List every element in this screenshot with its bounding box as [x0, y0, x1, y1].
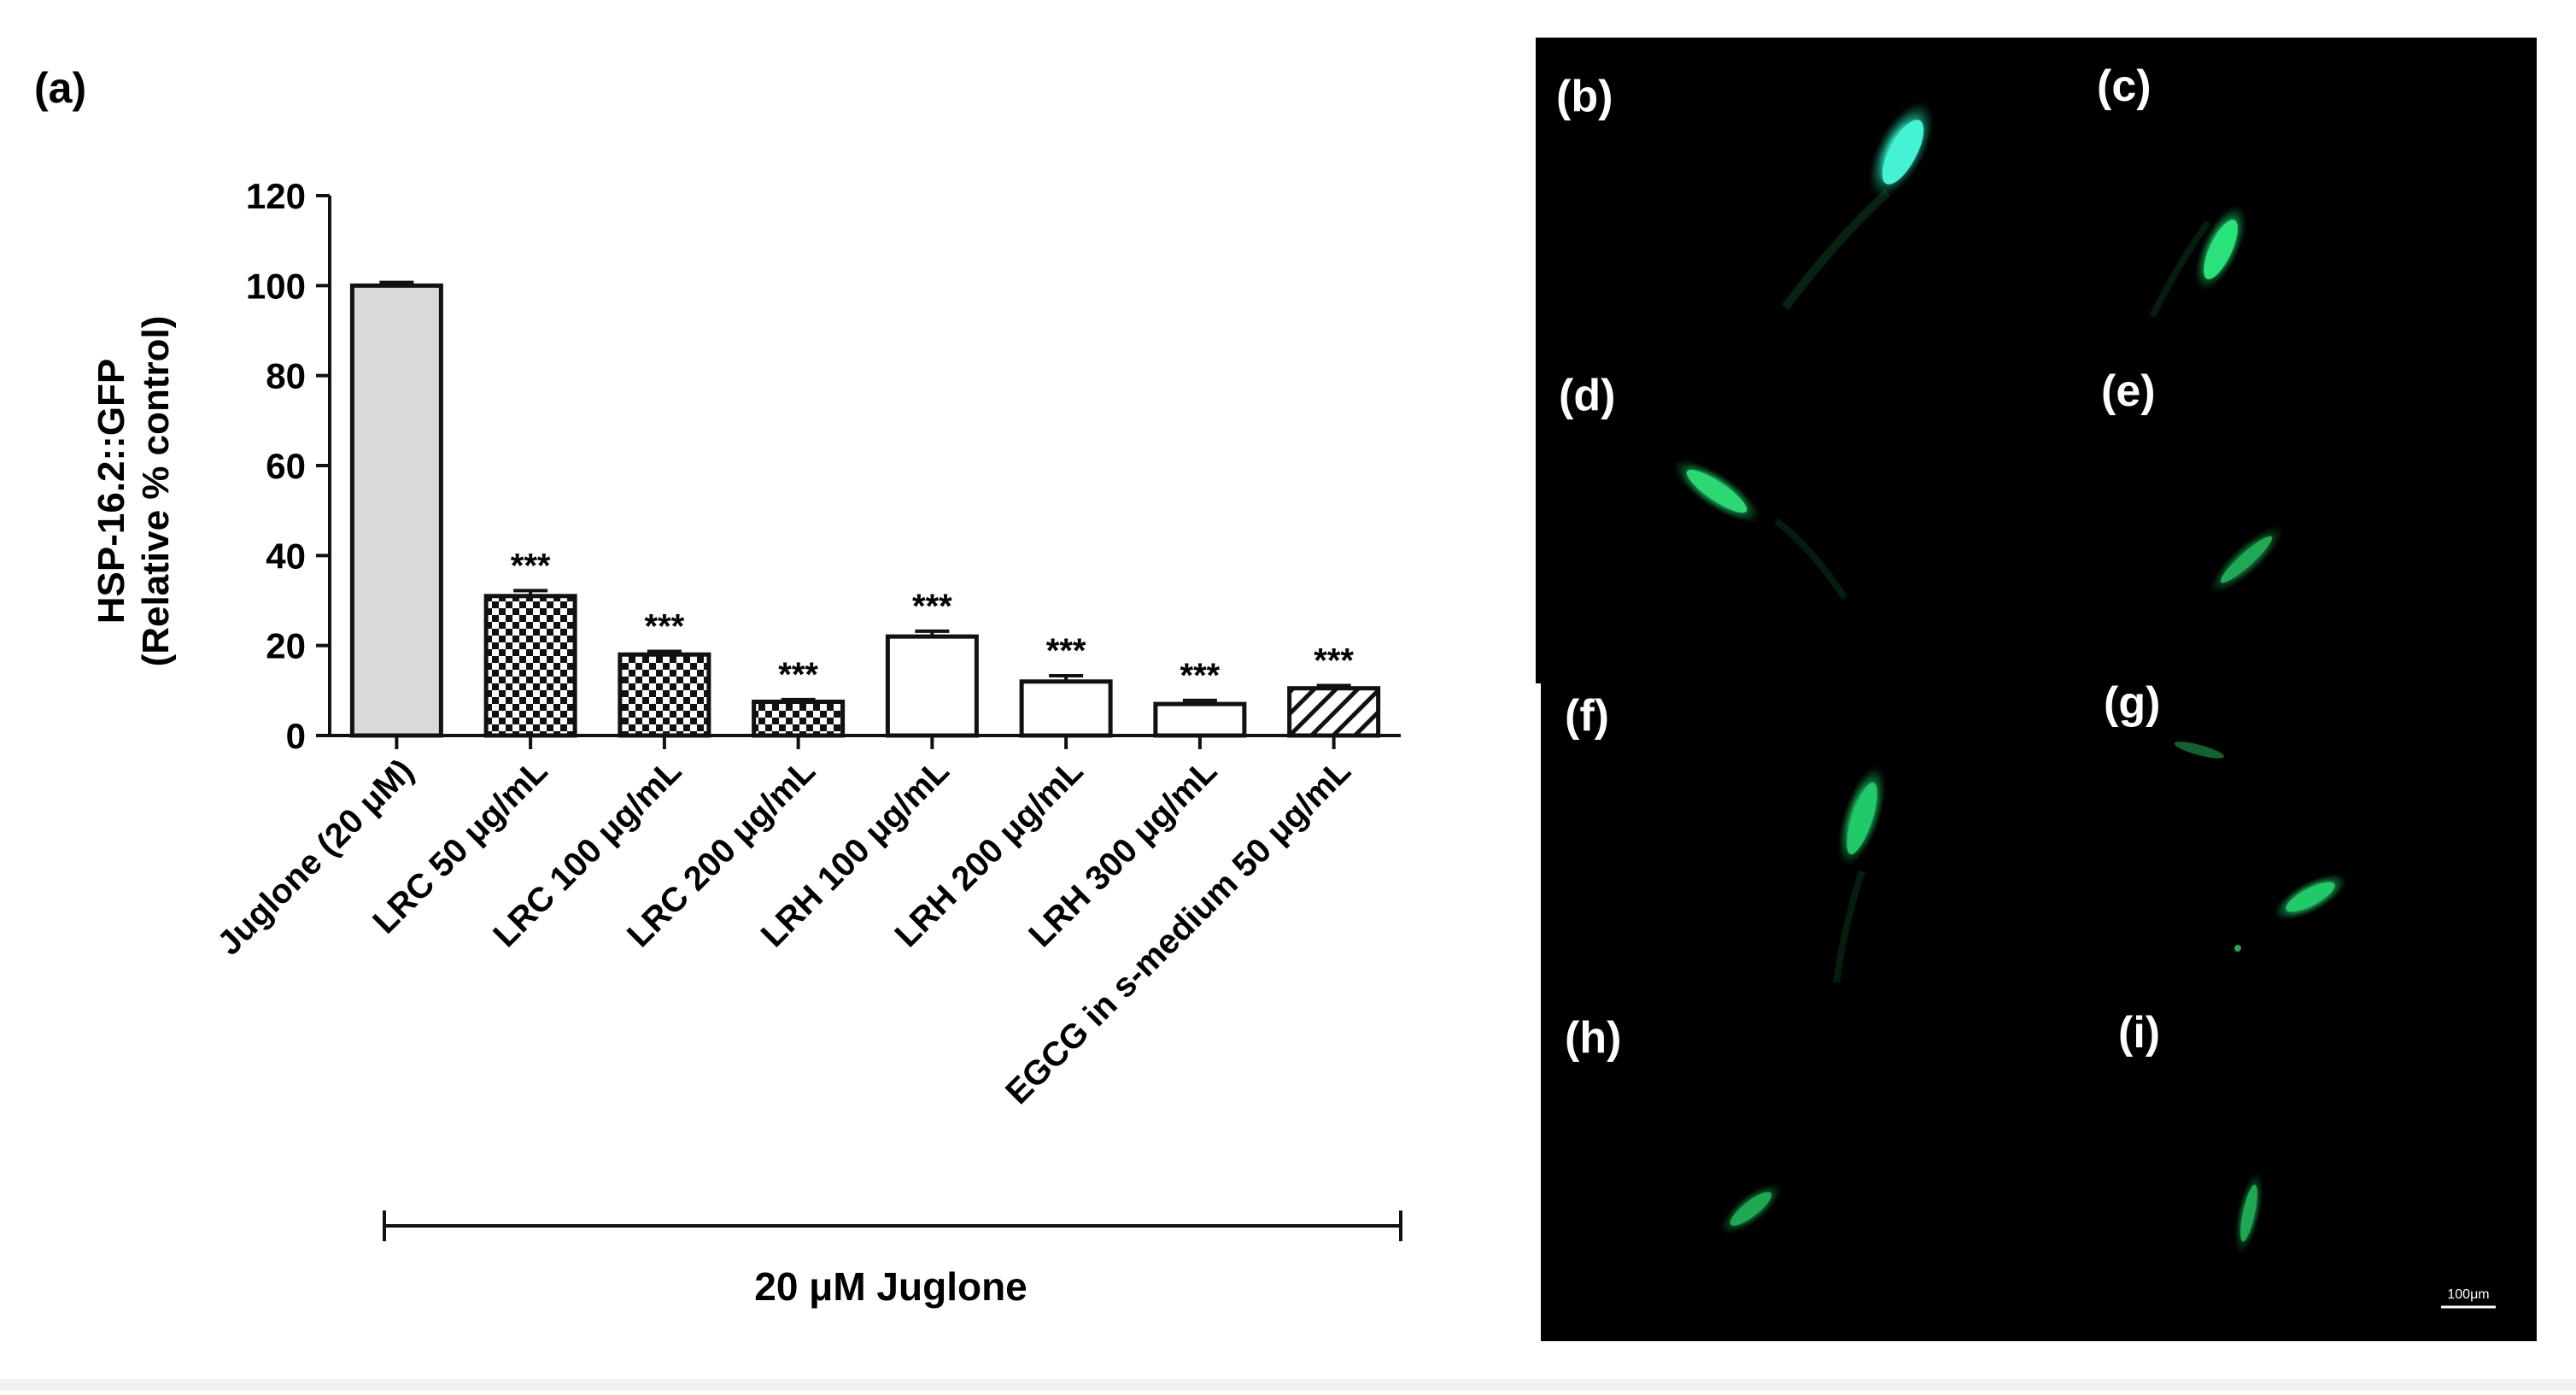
worm-h	[1719, 1182, 1783, 1235]
panel-label-i: (i)	[2118, 1008, 2160, 1058]
panel-label-e: (e)	[2101, 366, 2156, 416]
bracket-label: 20 μM Juglone	[754, 1264, 1027, 1309]
significance-label: ***	[1046, 632, 1086, 670]
panel-label-h: (h)	[1565, 1013, 1621, 1063]
bar	[885, 634, 979, 738]
worm-f	[1833, 765, 1887, 983]
panel-label-f: (f)	[1565, 691, 1609, 741]
y-tick-label: 20	[266, 626, 306, 666]
bar	[752, 700, 846, 738]
bar	[1287, 686, 1381, 738]
y-axis-title: HSP-16.2::GFP	[91, 359, 132, 624]
significance-label: ***	[912, 588, 952, 625]
micrograph-background	[1536, 38, 2537, 1341]
worm-e	[2208, 525, 2285, 595]
panel-a-label: (a)	[34, 64, 86, 112]
y-tick-label: 80	[266, 356, 306, 396]
worm-c	[2149, 204, 2247, 318]
y-tick-label: 0	[286, 716, 306, 756]
significance-label: ***	[645, 608, 685, 646]
bar	[349, 283, 443, 738]
panel-label-b: (b)	[1556, 72, 1613, 121]
bar	[1153, 701, 1247, 738]
significance-label: ***	[1314, 642, 1354, 680]
y-tick-label: 60	[266, 446, 306, 486]
panel-label-d: (d)	[1559, 371, 1615, 420]
worm-i	[2234, 1171, 2264, 1255]
y-axis-subtitle: (Relative % control)	[135, 316, 177, 667]
y-tick-label: 40	[266, 536, 306, 576]
micrograph-edge	[1534, 683, 1541, 1341]
panel-label-g: (g)	[2104, 678, 2160, 728]
bar	[483, 594, 577, 738]
significance-label: ***	[511, 547, 551, 584]
bar	[1019, 679, 1113, 738]
significance-label: ***	[778, 656, 818, 694]
panel-label-c: (c)	[2097, 62, 2152, 111]
y-tick-label: 120	[246, 176, 306, 216]
scale-bar-label: 100μm	[2447, 1287, 2489, 1302]
bars: *** *** *** *** *** *** ***	[349, 280, 1381, 738]
worm-d	[1673, 459, 1848, 601]
bar	[618, 652, 711, 738]
worm-g	[2174, 741, 2348, 952]
bottom-strip	[0, 1379, 2576, 1391]
y-tick-label: 100	[246, 266, 306, 306]
y-ticks: 0 20 40 60 80 100 120	[246, 176, 330, 756]
worm-b	[1782, 101, 1935, 311]
significance-label: ***	[1180, 657, 1221, 695]
